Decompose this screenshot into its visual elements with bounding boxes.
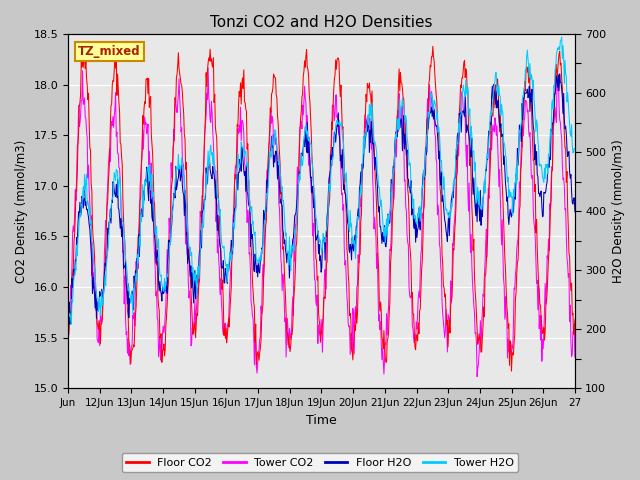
Y-axis label: CO2 Density (mmol/m3): CO2 Density (mmol/m3) xyxy=(15,140,28,283)
X-axis label: Time: Time xyxy=(306,414,337,427)
Legend: Floor CO2, Tower CO2, Floor H2O, Tower H2O: Floor CO2, Tower CO2, Floor H2O, Tower H… xyxy=(122,453,518,472)
Text: TZ_mixed: TZ_mixed xyxy=(78,45,141,58)
Y-axis label: H2O Density (mmol/m3): H2O Density (mmol/m3) xyxy=(612,139,625,283)
Title: Tonzi CO2 and H2O Densities: Tonzi CO2 and H2O Densities xyxy=(210,15,433,30)
